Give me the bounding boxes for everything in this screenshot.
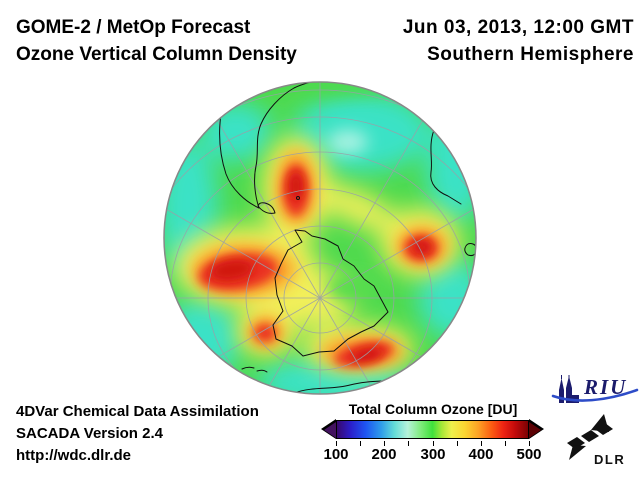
colorbar-label-100: 100 (323, 446, 349, 463)
colorbar-tick (433, 441, 434, 446)
credit-assimilation: 4DVar Chemical Data Assimilation (16, 403, 259, 420)
colorbar-tick (336, 441, 337, 446)
globe-rim (163, 81, 477, 395)
coastlines (219, 82, 476, 394)
colorbar-label-200: 200 (371, 446, 397, 463)
ozone-globe-map (163, 81, 477, 395)
colorbar-title: Total Column Ozone [DU] (348, 401, 518, 417)
colorbar-tick (529, 441, 530, 446)
credit-url: http://wdc.dlr.de (16, 447, 131, 464)
colorbar-tick (360, 441, 361, 446)
product-title: GOME-2 / MetOp Forecast (16, 17, 251, 38)
riu-swoosh-icon (551, 388, 639, 402)
colorbar-tick (457, 441, 458, 446)
colorbar-tick (384, 441, 385, 446)
colorbar-tick (481, 441, 482, 446)
colorbar-label-300: 300 (420, 446, 446, 463)
quantity-title: Ozone Vertical Column Density (16, 44, 297, 65)
dlr-logo-text: DLR (594, 452, 626, 467)
colorbar-tick (408, 441, 409, 446)
region-label: Southern Hemisphere (427, 44, 634, 65)
credit-version: SACADA Version 2.4 (16, 425, 163, 442)
colorbar-label-400: 400 (468, 446, 494, 463)
datetime-label: Jun 03, 2013, 12:00 GMT (402, 17, 634, 38)
colorbar-gradient (336, 420, 529, 439)
colorbar: 100 200 300 400 500 (321, 419, 544, 465)
colorbar-tick (505, 441, 506, 446)
colorbar-label-500: 500 (516, 446, 542, 463)
dlr-logo-icon (567, 414, 613, 460)
